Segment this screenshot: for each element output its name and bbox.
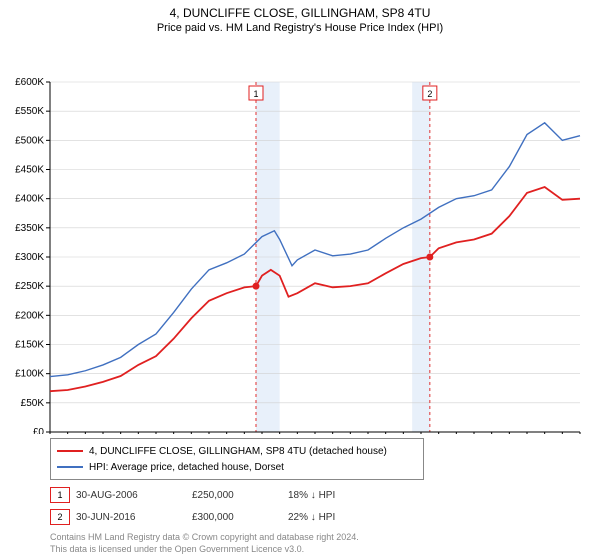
- svg-text:£150K: £150K: [15, 340, 44, 351]
- svg-text:£550K: £550K: [15, 106, 44, 117]
- transaction-pct: 18% ↓ HPI: [288, 490, 378, 501]
- svg-text:£250K: £250K: [15, 281, 44, 292]
- svg-text:£0: £0: [33, 427, 45, 434]
- transaction-price: £300,000: [192, 512, 282, 523]
- svg-text:£600K: £600K: [15, 77, 44, 88]
- footnote: Contains HM Land Registry data © Crown c…: [50, 532, 359, 555]
- legend-label: 4, DUNCLIFFE CLOSE, GILLINGHAM, SP8 4TU …: [89, 446, 387, 457]
- legend-swatch: [57, 466, 83, 468]
- chart-title: 4, DUNCLIFFE CLOSE, GILLINGHAM, SP8 4TU: [0, 6, 600, 20]
- transaction-table: 1 30-AUG-2006 £250,000 18% ↓ HPI 2 30-JUN-201…: [50, 484, 378, 528]
- svg-text:£400K: £400K: [15, 194, 44, 205]
- svg-text:£500K: £500K: [15, 135, 44, 146]
- transaction-row: 1 30-AUG-2006 £250,000 18% ↓ HPI: [50, 484, 378, 506]
- svg-text:£100K: £100K: [15, 369, 44, 380]
- footnote-line: Contains HM Land Registry data © Crown c…: [50, 532, 359, 544]
- svg-text:£300K: £300K: [15, 252, 44, 263]
- footnote-line: This data is licensed under the Open Gov…: [50, 544, 359, 556]
- svg-text:£50K: £50K: [21, 398, 45, 409]
- legend-swatch: [57, 450, 83, 452]
- svg-text:£450K: £450K: [15, 165, 44, 176]
- legend-label: HPI: Average price, detached house, Dors…: [89, 462, 284, 473]
- line-chart: £0 £50K £100K £150K £200K £250K £300K £350K £400…: [0, 34, 600, 434]
- legend-item: HPI: Average price, detached house, Dors…: [57, 459, 417, 475]
- svg-text:£200K: £200K: [15, 310, 44, 321]
- chart-subtitle: Price paid vs. HM Land Registry's House …: [0, 22, 600, 34]
- transaction-price: £250,000: [192, 490, 282, 501]
- transaction-row: 2 30-JUN-2016 £300,000 22% ↓ HPI: [50, 506, 378, 528]
- transaction-date: 30-AUG-2006: [76, 490, 186, 501]
- chart-container: 4, DUNCLIFFE CLOSE, GILLINGHAM, SP8 4TU …: [0, 0, 600, 560]
- transaction-date: 30-JUN-2016: [76, 512, 186, 523]
- svg-text:£350K: £350K: [15, 223, 44, 234]
- transaction-marker: 1: [50, 487, 70, 503]
- legend-item: 4, DUNCLIFFE CLOSE, GILLINGHAM, SP8 4TU …: [57, 443, 417, 459]
- transaction-marker: 2: [50, 509, 70, 525]
- svg-text:1: 1: [253, 89, 258, 99]
- svg-text:2: 2: [427, 89, 432, 99]
- transaction-pct: 22% ↓ HPI: [288, 512, 378, 523]
- legend: 4, DUNCLIFFE CLOSE, GILLINGHAM, SP8 4TU …: [50, 438, 424, 480]
